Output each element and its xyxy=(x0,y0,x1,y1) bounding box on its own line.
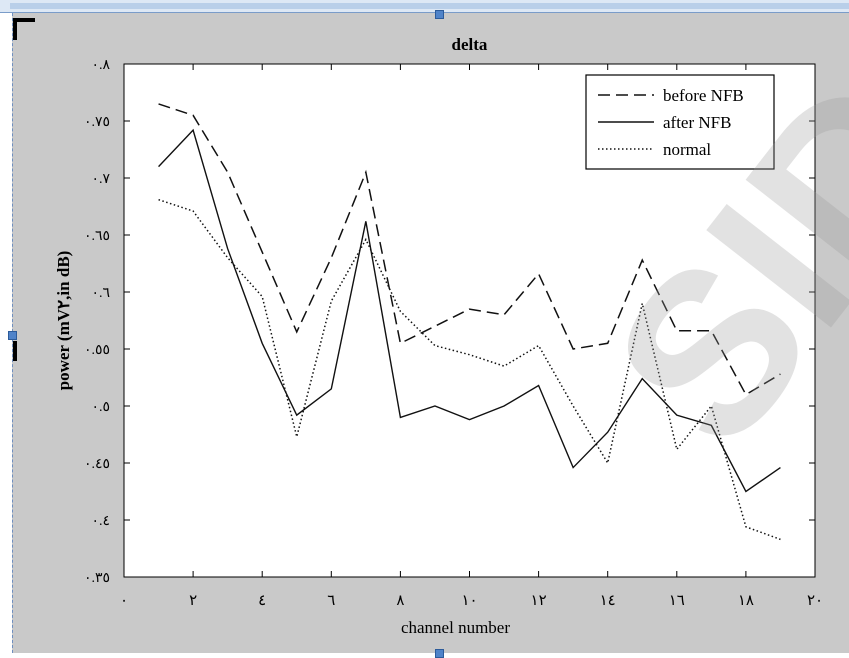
y-tick-label: ٠.٨ xyxy=(91,58,110,73)
y-tick-label: ٠.٤ xyxy=(91,514,110,529)
x-tick-label: ١٤ xyxy=(600,593,616,609)
y-axis-label: power (mV٢,in dB) xyxy=(54,251,73,391)
chart-title: delta xyxy=(452,35,488,54)
resize-handle-top[interactable] xyxy=(435,10,444,19)
y-tick-label: ٠.٥ xyxy=(91,400,110,415)
legend-label-3: normal xyxy=(663,140,711,159)
legend-label-2: after NFB xyxy=(663,113,731,132)
x-tick-label: ١٠ xyxy=(461,593,477,609)
y-tick-label: ٠.٣٥ xyxy=(84,571,110,586)
crop-mark-v xyxy=(13,18,17,40)
x-tick-label: ٢٠ xyxy=(807,593,823,609)
x-tick-label: ٢ xyxy=(189,593,197,609)
y-tick-label: ٠.٦٥ xyxy=(84,229,110,244)
series-line-1 xyxy=(158,103,781,396)
x-tick-label: ٤ xyxy=(258,593,266,609)
crop-mark-h xyxy=(13,18,35,22)
y-tick-label: ٠.٦ xyxy=(91,286,110,301)
x-tick-label: ٠ xyxy=(120,593,128,609)
y-tick-label: ٠.٧ xyxy=(91,172,110,187)
x-tick-label: ١٨ xyxy=(738,593,754,609)
resize-handle-left[interactable] xyxy=(8,331,17,340)
x-tick-label: ١٦ xyxy=(669,593,685,609)
figure-canvas[interactable]: delta ٠ ٢ ٤ ٦ ٨ ١٠ ١٢ ١٤ ١٦ ١٨ ٢٠ ٠.٣٥ ٠.٤ ٠.٤٥ ٠.٥ ٠.٥٥… xyxy=(8,10,849,658)
series-line-3 xyxy=(158,198,781,541)
series-line-2 xyxy=(158,128,781,493)
y-tick-label: ٠.٧٥ xyxy=(84,115,110,130)
top-ruler xyxy=(0,0,849,13)
y-tick-label: ٠.٥٥ xyxy=(84,343,110,358)
legend-label-1: before NFB xyxy=(663,86,744,105)
x-tick-label: ١٢ xyxy=(531,593,547,609)
line-chart: delta ٠ ٢ ٤ ٦ ٨ ١٠ ١٢ ١٤ ١٦ ١٨ ٢٠ ٠.٣٥ ٠.٤ ٠.٤٥ ٠.٥ ٠.٥٥… xyxy=(54,35,823,637)
x-axis-label: channel number xyxy=(401,618,510,637)
y-tick-label: ٠.٤٥ xyxy=(84,457,110,472)
side-marker xyxy=(13,341,17,361)
x-tick-label: ٦ xyxy=(327,593,335,609)
x-tick-label: ٨ xyxy=(396,593,404,609)
ruler-strip xyxy=(10,3,849,9)
